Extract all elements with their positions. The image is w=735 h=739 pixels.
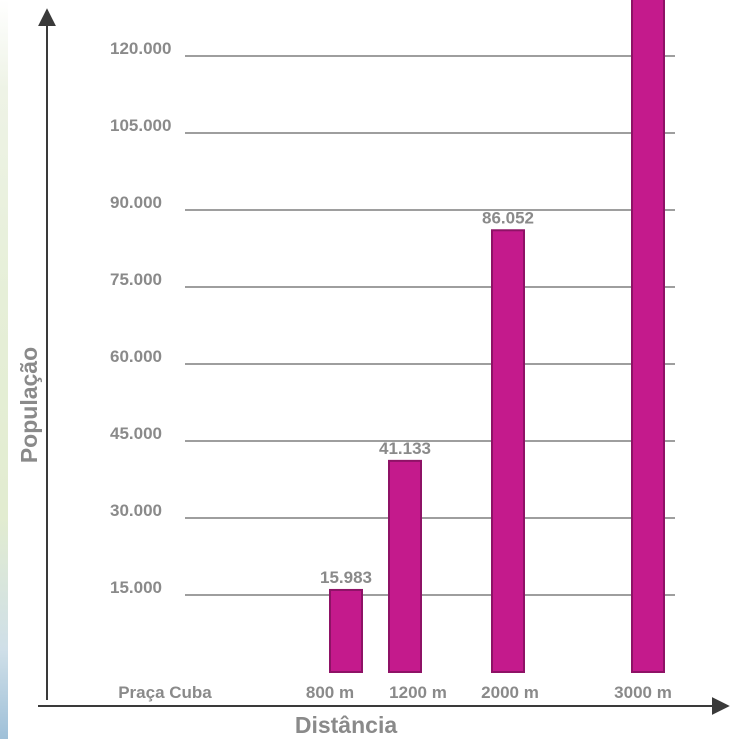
value-label: 15.983: [320, 568, 372, 587]
value-label: 41.133: [379, 439, 431, 458]
gridlines: [185, 55, 675, 596]
y-tick-label: 75.000: [110, 270, 162, 289]
bar: [631, 0, 665, 674]
bar: [388, 459, 422, 673]
category-label: 2000 m: [481, 683, 539, 702]
category-labels: Praça Cuba 800 m 1200 m 2000 m 3000 m: [118, 683, 672, 702]
y-tick-labels: 15.000 30.000 45.000 60.000 75.000 90.000 105.…: [110, 39, 171, 597]
y-tick-label: 30.000: [110, 501, 162, 520]
y-tick-label: 60.000: [110, 347, 162, 366]
value-label: 86.052: [482, 208, 534, 227]
background-strip: [0, 0, 8, 739]
y-tick-label: 15.000: [110, 578, 162, 597]
y-axis-title: População: [16, 347, 42, 463]
category-label: 800 m: [306, 683, 354, 702]
x-axis-title: Distância: [295, 712, 397, 738]
category-label: 1200 m: [389, 683, 447, 702]
bars: [329, 0, 665, 674]
category-label: Praça Cuba: [118, 683, 212, 702]
y-tick-label: 120.000: [110, 39, 171, 58]
bar: [491, 229, 525, 674]
y-tick-label: 45.000: [110, 424, 162, 443]
category-label: 3000 m: [614, 683, 672, 702]
y-tick-label: 105.000: [110, 116, 171, 135]
bar: [329, 588, 363, 673]
y-tick-label: 90.000: [110, 193, 162, 212]
